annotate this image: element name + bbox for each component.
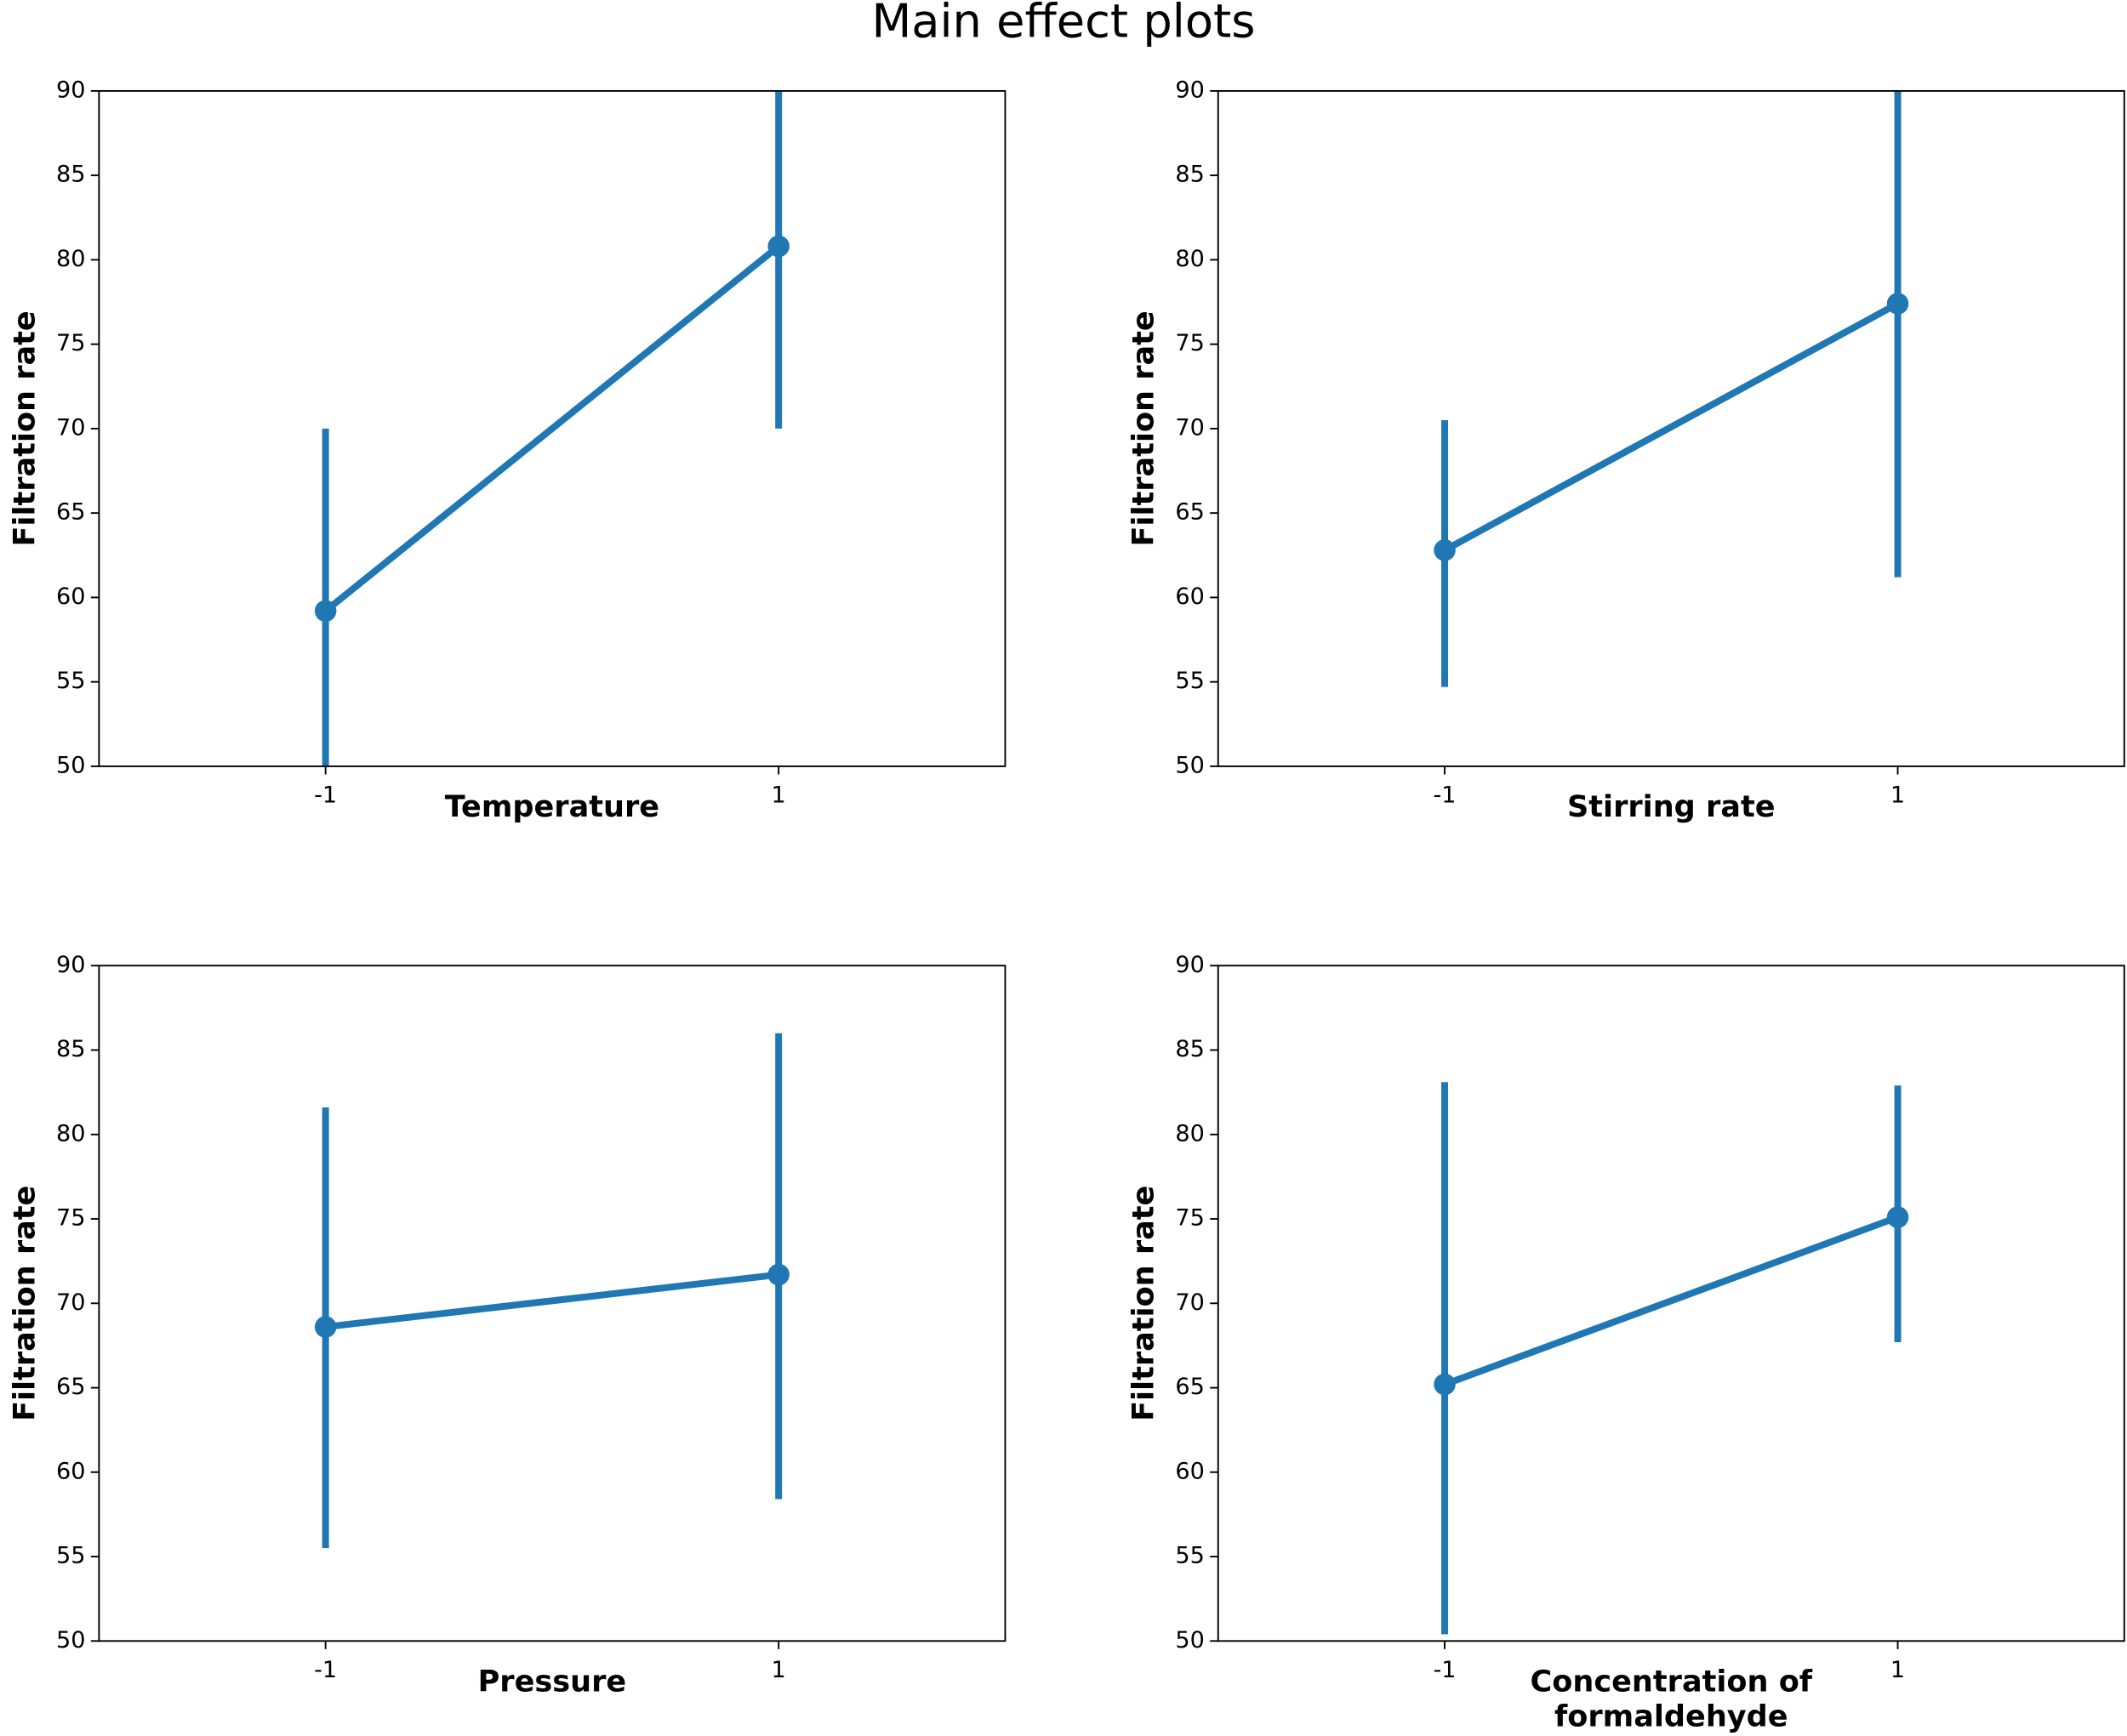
y-tick-label: 90 — [1175, 952, 1204, 978]
x-axis-label: Temperature — [444, 790, 660, 825]
subplot: 50 55 60 65 70 75 80 85 90 -1 1 Filtration rate Pres… — [7, 952, 1006, 1699]
x-tick-label: 1 — [1890, 1657, 1905, 1683]
y-axis-label: Filtration rate — [7, 1186, 42, 1421]
x-tick-label: -1 — [314, 782, 337, 808]
plot-area — [314, 1033, 790, 1549]
axes-frame — [98, 965, 1006, 1642]
y-tick-label: 90 — [56, 952, 85, 978]
y-tick-label: 60 — [1175, 583, 1204, 610]
y-tick-label: 80 — [56, 1120, 85, 1147]
x-tick-label: -1 — [1434, 1657, 1457, 1683]
point — [1434, 1373, 1456, 1396]
y-tick-label: 65 — [56, 1374, 85, 1400]
y-tick-label: 65 — [1175, 499, 1204, 526]
y-tick-label: 70 — [56, 1289, 85, 1316]
y-tick-label: 75 — [56, 330, 85, 356]
plot-area — [314, 90, 790, 766]
point — [314, 600, 337, 623]
y-tick-label: 50 — [56, 752, 85, 778]
line — [1443, 300, 1900, 554]
figure-title: Main effect plots — [872, 0, 1256, 48]
x-axis-label: Pressure — [477, 1665, 627, 1699]
axes-frame — [1217, 965, 2125, 1642]
y-tick-label: 70 — [1175, 414, 1204, 441]
y-tick-label: 75 — [1175, 1205, 1204, 1232]
y-tick-label: 50 — [1175, 1627, 1204, 1653]
subplot: 50 55 60 65 70 75 80 85 90 -1 1 Filtration rate Temp… — [7, 77, 1006, 825]
y-axis-label: Filtration rate — [1126, 310, 1161, 546]
y-tick-label: 60 — [56, 583, 85, 610]
y-tick-label: 55 — [1175, 668, 1204, 694]
y-tick-label: 90 — [1175, 77, 1204, 103]
x-tick-label: -1 — [314, 1657, 337, 1683]
point — [767, 235, 790, 258]
y-tick-label: 60 — [56, 1458, 85, 1484]
y-tick-label: 80 — [1175, 246, 1204, 272]
x-axis-label-box: Concentration of formaldehyde — [1530, 1665, 1813, 1735]
line — [323, 243, 781, 614]
point — [1434, 539, 1456, 561]
x-tick-label: 1 — [772, 1657, 786, 1683]
plot-area — [1434, 1082, 1909, 1635]
axes-frame — [1217, 89, 2125, 767]
line — [1443, 1214, 1899, 1388]
y-tick-label: 85 — [56, 162, 85, 188]
y-tick-label: 50 — [56, 1627, 85, 1653]
line — [325, 1271, 779, 1331]
y-tick-label: 75 — [56, 1205, 85, 1232]
plot-area — [1434, 90, 1909, 687]
x-axis-label-box: Temperature — [444, 790, 660, 825]
y-tick-label: 60 — [1175, 1458, 1204, 1484]
y-axis-label: Filtration rate — [1126, 1186, 1161, 1421]
y-tick-label: 65 — [1175, 1374, 1204, 1400]
x-axis-label: Concentration of formaldehyde — [1530, 1665, 1813, 1735]
y-tick-label: 90 — [56, 77, 85, 103]
x-tick-label: -1 — [1434, 782, 1457, 808]
x-tick-label: 1 — [772, 782, 786, 808]
y-axis-label: Filtration rate — [7, 310, 42, 546]
subplot: 50 55 60 65 70 75 80 85 90 -1 1 Filtration rate Stir… — [1126, 77, 2125, 825]
axes-frame — [98, 89, 1006, 767]
point — [314, 1316, 337, 1338]
point — [1886, 1206, 1909, 1228]
point — [1886, 293, 1909, 315]
y-tick-label: 80 — [56, 246, 85, 272]
x-axis-label: Stirring rate — [1567, 790, 1776, 825]
subplot: 50 55 60 65 70 75 80 85 90 -1 1 Filtration rate Conc… — [1126, 952, 2125, 1735]
point — [767, 1263, 790, 1286]
y-tick-label: 75 — [1175, 330, 1204, 356]
y-tick-label: 85 — [1175, 1036, 1204, 1062]
x-axis-label-box: Stirring rate — [1567, 790, 1776, 825]
y-tick-label: 55 — [1175, 1543, 1204, 1569]
y-tick-label: 70 — [56, 414, 85, 441]
x-axis-label-box: Pressure — [477, 1665, 627, 1699]
y-tick-label: 65 — [56, 499, 85, 526]
x-tick-label: 1 — [1890, 782, 1905, 808]
y-tick-label: 55 — [56, 1543, 85, 1569]
y-tick-label: 85 — [1175, 162, 1204, 188]
y-tick-label: 55 — [56, 668, 85, 694]
y-tick-label: 50 — [1175, 752, 1204, 778]
y-tick-label: 70 — [1175, 1289, 1204, 1316]
y-tick-label: 85 — [56, 1036, 85, 1062]
y-tick-label: 80 — [1175, 1120, 1204, 1147]
